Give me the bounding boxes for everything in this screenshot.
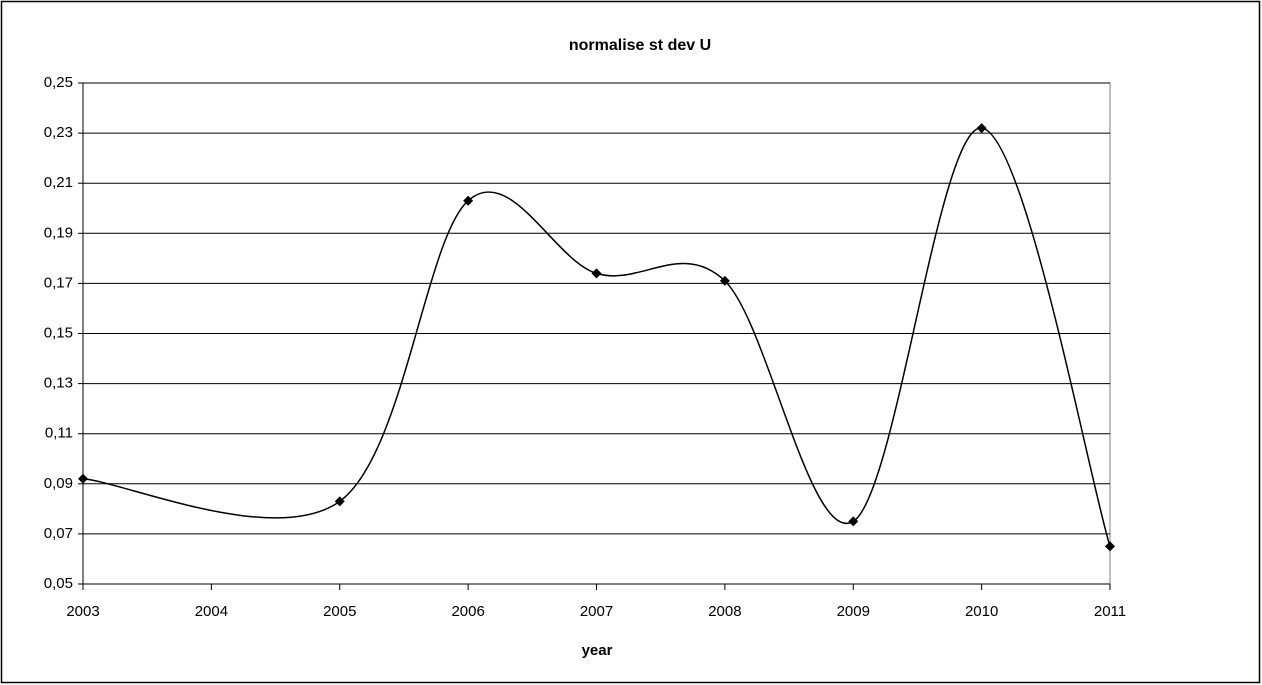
marker [591, 268, 602, 279]
marker [848, 516, 859, 527]
marker [719, 275, 730, 286]
x-axis-label: year [582, 642, 613, 659]
y-tick-label: 0,21 [44, 174, 73, 191]
marker [334, 496, 345, 507]
x-tick-label: 2006 [451, 603, 484, 620]
x-tick-label: 2010 [965, 603, 998, 620]
x-tick-label: 2004 [195, 603, 228, 620]
x-tick-label: 2011 [1094, 603, 1126, 620]
y-tick-label: 0,09 [44, 475, 73, 492]
y-tick-label: 0,19 [44, 224, 73, 241]
x-tick-label: 2007 [580, 603, 613, 620]
y-tick-label: 0,05 [44, 575, 73, 592]
chart-title: normalise st dev U [569, 37, 711, 54]
marker [1105, 541, 1115, 552]
marker [78, 473, 88, 484]
x-tick-label: 2008 [708, 603, 741, 620]
y-tick-label: 0,11 [45, 425, 73, 442]
marker [976, 123, 987, 134]
y-tick-label: 0,13 [44, 375, 73, 392]
x-tick-label: 2009 [837, 603, 870, 620]
marker [463, 195, 474, 206]
y-tick-label: 0,15 [44, 324, 73, 341]
x-tick-label: 2003 [66, 603, 99, 620]
y-tick-label: 0,25 [44, 74, 73, 91]
y-tick-label: 0,23 [44, 124, 73, 141]
y-tick-label: 0,07 [44, 525, 73, 542]
x-tick-label: 2005 [323, 603, 356, 620]
y-tick-label: 0,17 [44, 274, 73, 291]
